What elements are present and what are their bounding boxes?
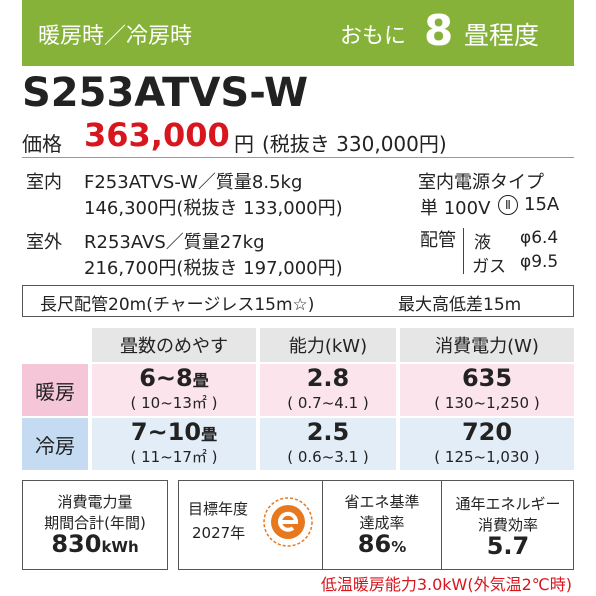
cell-value: 7~10: [130, 417, 202, 446]
cell-main: 2.5: [306, 417, 350, 446]
power-phase: 単 100V: [420, 198, 491, 219]
rate-label: 達成率: [359, 514, 405, 532]
efficiency-box: [178, 480, 574, 570]
annual-value-line: 830kWh: [51, 532, 139, 558]
table-header: 能力(kW): [260, 328, 396, 362]
liquid-size: φ6.4: [520, 228, 559, 248]
table-cell: 6~8畳( 10~13㎡ ): [92, 364, 256, 416]
header-text: 消費電力(W): [435, 336, 539, 357]
annual-value: 830: [51, 530, 102, 558]
gas-size: φ9.5: [520, 252, 559, 272]
cell-value: 6~8: [139, 363, 193, 392]
rate-value-line: 86%: [358, 532, 407, 558]
row-label: 冷房: [22, 418, 88, 470]
table-cell: 2.5( 0.6~3.1 ): [260, 418, 396, 470]
apf-value: 5.7: [486, 531, 530, 560]
piping-height: 最大高低差15m: [398, 295, 522, 315]
price-label: 価格: [22, 132, 62, 156]
target-year: 2027年: [192, 524, 246, 542]
cell-main: 635: [461, 363, 513, 392]
header-bar: [22, 0, 574, 66]
indoor-model: F253ATVS-W／質量8.5kg: [84, 172, 303, 193]
e-mark-ring: [263, 497, 313, 547]
annual-label: 消費電力量: [57, 493, 133, 511]
cell-range: ( 0.6~3.1 ): [287, 447, 369, 466]
power-current: 15A: [524, 194, 560, 215]
cell-range: ( 0.7~4.1 ): [287, 393, 369, 412]
target-label: 目標年度: [188, 500, 249, 518]
indoor-price: 146,300円(税抜き 133,000円): [84, 198, 343, 219]
cell-main: 7~10畳: [130, 417, 218, 446]
rate-value: 86: [357, 530, 392, 558]
rate-cell: 省エネ基準 達成率 86%: [323, 482, 441, 568]
cell-value: 720: [461, 417, 513, 446]
apf-label: 通年エネルギー: [455, 494, 561, 513]
piping-long: 長尺配管20m(チャージレス15m☆): [40, 295, 315, 315]
guide-number: 8: [424, 6, 454, 55]
rate-label: 省エネ基準: [344, 493, 420, 511]
e-mark-glyph: [278, 511, 299, 532]
price-unit: 円: [234, 132, 254, 156]
apf-label: 消費効率: [477, 515, 538, 534]
mode: 暖房時／冷房時: [38, 24, 193, 49]
row-label-text: 暖房: [35, 379, 75, 404]
header-text: 能力(kW): [288, 336, 368, 357]
table-cell: 2.8( 0.7~4.1 ): [260, 364, 396, 416]
power-label: 室内電源タイプ: [418, 172, 544, 193]
liquid-label: 液: [474, 233, 491, 253]
outdoor-price: 216,700円(税抜き 197,000円): [84, 258, 343, 279]
efficiency-divider: [322, 480, 323, 570]
e-mark: [263, 497, 313, 547]
outdoor-model: R253AVS／質量27kg: [84, 232, 265, 253]
piping-divider: [463, 228, 464, 274]
cell-range: ( 10~13㎡ ): [130, 393, 218, 412]
cell-range: ( 11~17㎡ ): [130, 447, 218, 466]
footnote: 低温暖房能力3.0kW(外気温2℃時): [320, 575, 572, 594]
piping-note-box: [22, 285, 574, 317]
annual-box: [22, 480, 168, 570]
cell-main: 2.8: [306, 363, 350, 392]
row-label-text: 冷房: [35, 433, 75, 458]
guide-prefix: おもに: [340, 24, 407, 49]
gas-label: ガス: [472, 257, 506, 277]
indoor-label: 室内: [26, 172, 62, 193]
annual-cell: 消費電力量 期間合計(年間) 830kWh: [22, 482, 168, 568]
rate-unit: %: [391, 538, 407, 556]
apf-cell: 通年エネルギー 消費効率 5.7: [442, 482, 574, 568]
outdoor-label: 室外: [26, 232, 62, 253]
cell-value: 2.5: [306, 417, 350, 446]
efficiency-divider: [441, 480, 442, 570]
model: S253ATVS-W: [22, 70, 309, 116]
annual-unit: kWh: [101, 538, 139, 556]
table-cell: 635( 130~1,250 ): [400, 364, 574, 416]
table-cell: 7~10畳( 11~17㎡ ): [92, 418, 256, 470]
table-cell: 720( 125~1,030 ): [400, 418, 574, 470]
cell-range: ( 125~1,030 ): [434, 447, 540, 466]
divider: [22, 157, 574, 158]
table-header: 消費電力(W): [400, 328, 574, 362]
guide-suffix: 畳程度: [464, 21, 540, 50]
cell-unit: 畳: [192, 370, 209, 390]
cell-unit: 畳: [201, 424, 218, 444]
row-label: 暖房: [22, 364, 88, 416]
annual-label: 期間合計(年間): [44, 514, 146, 532]
plug-icon: Ⅱ: [498, 195, 518, 215]
cell-value: 635: [461, 363, 513, 392]
cell-range: ( 130~1,250 ): [434, 393, 540, 412]
table-header: 畳数のめやす: [92, 328, 256, 362]
cell-main: 6~8畳: [139, 363, 209, 392]
header-text: 畳数のめやす: [120, 336, 228, 357]
price-amount: 363,000: [84, 116, 230, 154]
price-tax-excluded: (税抜き 330,000円): [262, 132, 447, 156]
cell-value: 2.8: [306, 363, 350, 392]
piping-label: 配管: [420, 230, 456, 251]
cell-main: 720: [461, 417, 513, 446]
